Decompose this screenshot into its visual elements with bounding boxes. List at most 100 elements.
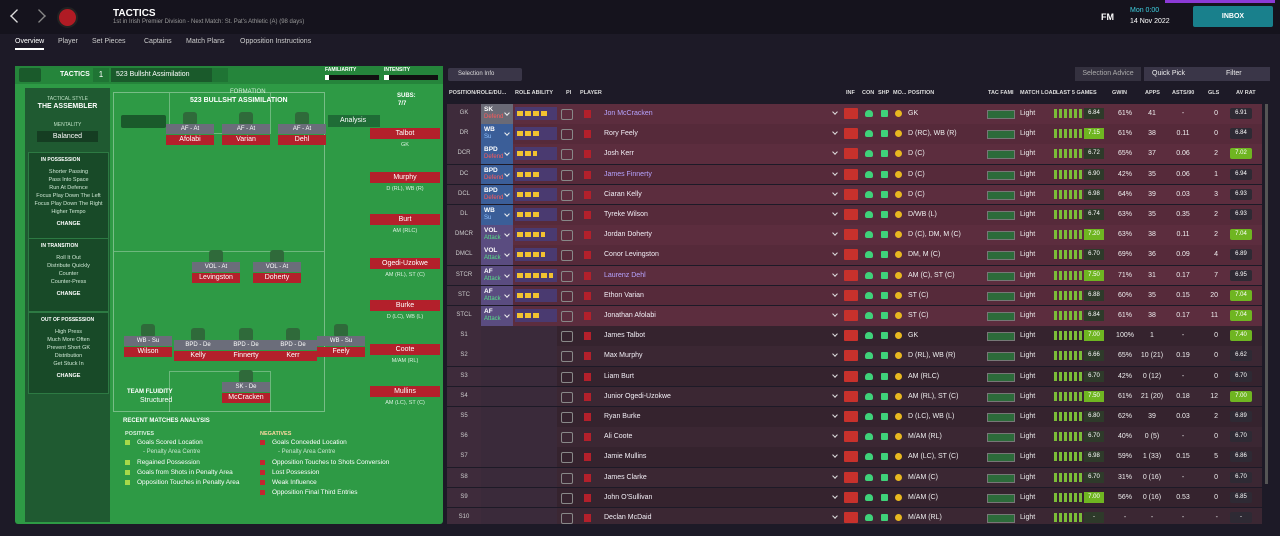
table-row[interactable]: S4 Junior Ogedi-Uzokwe AM (RL), ST (C) Ligh… <box>447 386 1262 407</box>
row-dropdown[interactable] <box>832 169 838 176</box>
column-header[interactable]: POSITION <box>908 90 935 96</box>
table-row[interactable]: S9 John O'Sullivan M/AM (C) Light 7.00 56% 0 (… <box>447 487 1262 508</box>
pi-icon[interactable] <box>561 432 573 444</box>
table-row[interactable]: S7 Jamie Mullins AM (LC), ST (C) Light 6.98 5… <box>447 447 1262 467</box>
row-dropdown[interactable] <box>832 109 838 115</box>
tab[interactable]: Overview <box>15 38 45 50</box>
collapse-button[interactable] <box>19 68 41 82</box>
filter-button[interactable]: Filter <box>1219 67 1270 81</box>
table-row[interactable]: DMCR VOL Attack Jordan Doherty D (C), DM, M … <box>447 225 1262 245</box>
column-header[interactable]: GLS <box>1208 90 1220 96</box>
table-row[interactable]: S6 Ali Coote M/AM (RL) Light 6.70 40% 0 (5) - 0 6… <box>447 427 1262 447</box>
table-row[interactable]: STCR AF Attack Laurenz Dehl AM (C), ST (C) Li… <box>447 265 1262 286</box>
view-toggle[interactable] <box>121 115 166 128</box>
row-dropdown[interactable] <box>832 149 838 156</box>
sub-name[interactable]: Ogedi-Uzokwe <box>370 258 440 269</box>
player-role[interactable]: VOL - At <box>192 262 240 272</box>
pi-icon[interactable] <box>561 230 573 242</box>
fm-logo[interactable]: FM <box>1101 12 1114 22</box>
sub-name[interactable]: Talbot <box>370 128 440 139</box>
table-row[interactable]: S10 Declan McDaid M/AM (RL) Light - - - - - - <box>447 508 1262 524</box>
player-role[interactable]: WB - Su <box>124 336 172 346</box>
player-name[interactable]: Levingston <box>192 273 240 283</box>
row-dropdown[interactable] <box>832 391 838 398</box>
row-dropdown[interactable] <box>832 513 838 519</box>
role[interactable]: SK <box>484 106 494 113</box>
pi-icon[interactable] <box>561 351 573 363</box>
formation-name[interactable]: 523 BULLSHT ASSIMILATION <box>190 97 288 104</box>
player-name[interactable]: Kerr <box>269 351 317 361</box>
player-role[interactable]: BPD - De <box>222 340 270 350</box>
role[interactable]: WB <box>484 126 495 134</box>
column-header[interactable]: LAST 5 GAMES <box>1056 90 1097 96</box>
tab[interactable]: Match Plans <box>186 38 225 45</box>
pi-icon[interactable] <box>561 472 573 484</box>
row-dropdown[interactable] <box>832 189 838 196</box>
pi-icon[interactable] <box>561 109 573 120</box>
pi-icon[interactable] <box>561 290 573 302</box>
row-dropdown[interactable] <box>832 351 838 358</box>
pi-icon[interactable] <box>561 513 573 524</box>
column-header[interactable]: APPS <box>1145 90 1160 96</box>
column-header[interactable]: SHP <box>878 90 890 96</box>
row-dropdown[interactable] <box>832 290 838 297</box>
column-header[interactable]: PI <box>566 90 572 96</box>
pi-icon[interactable] <box>561 371 573 383</box>
column-header[interactable]: ROLE ABILITY <box>515 90 553 96</box>
player-name[interactable]: Kelly <box>174 351 222 361</box>
column-header[interactable]: CON <box>862 90 875 96</box>
row-dropdown[interactable] <box>832 371 838 378</box>
pi-icon[interactable] <box>561 129 573 141</box>
column-header[interactable]: MATCH LOAD <box>1020 90 1057 96</box>
selection-info-button[interactable]: Selection Info <box>448 68 522 81</box>
pi-icon[interactable] <box>561 169 573 181</box>
player-name[interactable]: Rory Feely <box>604 130 638 138</box>
player-role[interactable]: BPD - De <box>174 340 222 350</box>
player-name[interactable]: Ali Coote <box>604 433 633 441</box>
column-header[interactable]: GWIN <box>1112 90 1127 96</box>
pi-icon[interactable] <box>561 210 573 221</box>
role[interactable]: BPD <box>484 166 498 174</box>
player-name[interactable]: Wilson <box>124 347 172 357</box>
player-name[interactable]: Varian <box>222 135 270 145</box>
change-button[interactable]: CHANGE <box>56 221 81 227</box>
pi-icon[interactable] <box>561 311 573 322</box>
player-name[interactable]: Feely <box>317 347 365 357</box>
row-dropdown[interactable] <box>832 432 838 439</box>
table-row[interactable]: DC BPD Defend James Finnerty D (C) Light 6.90 4… <box>447 164 1262 185</box>
table-row[interactable]: DCL BPD Defend Ciaran Kelly D (C) Light 6.98 64… <box>447 184 1262 205</box>
change-button[interactable]: CHANGE <box>56 373 81 379</box>
player-name[interactable]: Jamie Mullins <box>604 453 647 461</box>
table-row[interactable]: DR WB Su Rory Feely D (RC), WB (R) Light 7.15 6… <box>447 124 1262 144</box>
change-button[interactable]: CHANGE <box>56 291 81 297</box>
table-row[interactable]: S8 James Clarke M/AM (C) Light 6.70 31% 0 (16)… <box>447 467 1262 488</box>
role[interactable]: BPD <box>484 186 498 194</box>
tab[interactable]: Opposition Instructions <box>240 38 312 45</box>
column-header[interactable]: TAC FAMI <box>988 90 1014 96</box>
table-row[interactable]: S2 Max Murphy D (RL), WB (R) Light 6.66 65% 10… <box>447 346 1262 366</box>
player-name[interactable]: McCracken <box>222 393 270 403</box>
pi-icon[interactable] <box>561 391 573 403</box>
table-row[interactable]: STC AF Attack Ethon Varian ST (C) Light 6.88 60… <box>447 285 1262 306</box>
selection-advice-button[interactable]: Selection Advice <box>1075 67 1141 81</box>
role[interactable]: BPD <box>484 146 498 154</box>
role[interactable]: VOL <box>484 247 498 255</box>
table-row[interactable]: DL WB Su Tyreke Wilson D/WB (L) Light 6.74 63% 3… <box>447 205 1262 225</box>
table-row[interactable]: GK SK Defend Jon McCracken GK Light 6.84 61% 41 -… <box>447 104 1262 124</box>
pi-icon[interactable] <box>561 412 573 423</box>
table-row[interactable]: S5 Ryan Burke D (LC), WB (L) Light 6.80 62% 39… <box>447 407 1262 427</box>
slot-number[interactable]: 1 <box>93 68 109 82</box>
pi-icon[interactable] <box>561 189 573 201</box>
row-dropdown[interactable] <box>832 472 838 479</box>
analysis-button[interactable]: Analysis <box>328 115 380 127</box>
analysis-title[interactable]: RECENT MATCHES ANALYSIS <box>123 418 210 424</box>
player-name[interactable]: Conor Levingston <box>604 251 659 259</box>
row-dropdown[interactable] <box>832 452 838 459</box>
row-dropdown[interactable] <box>832 492 838 499</box>
pi-icon[interactable] <box>561 270 573 282</box>
player-role[interactable]: AF - At <box>278 124 326 134</box>
inbox-button[interactable]: INBOX <box>1193 6 1273 27</box>
tab[interactable]: Captains <box>144 38 172 45</box>
sub-name[interactable]: Burt <box>370 214 440 225</box>
player-name[interactable]: Liam Burt <box>604 372 634 380</box>
